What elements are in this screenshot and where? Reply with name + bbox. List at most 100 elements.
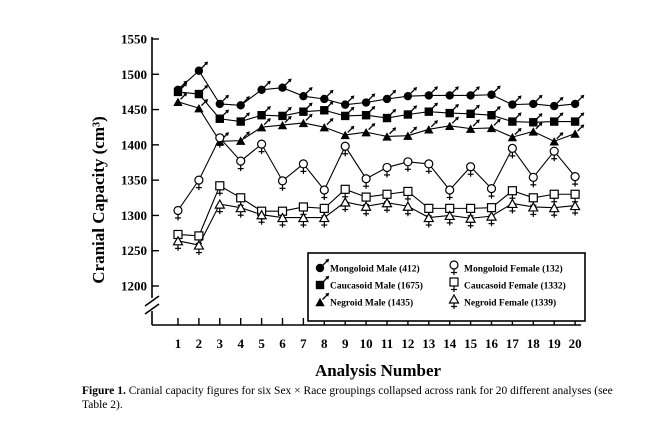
- female-marker: [236, 156, 246, 166]
- female-marker: [403, 157, 413, 167]
- female-marker: [173, 205, 183, 216]
- series-5: [173, 181, 580, 246]
- male-marker: [215, 114, 224, 123]
- male-marker: [236, 101, 245, 110]
- male-marker: [445, 91, 454, 100]
- male-marker: [570, 99, 580, 109]
- male-marker: [173, 97, 183, 107]
- series-layer: [172, 61, 585, 256]
- male-arrowhead: [245, 112, 250, 117]
- female-marker: [382, 189, 392, 199]
- male-arrowhead: [392, 127, 397, 132]
- x-tick-label: 3: [217, 336, 224, 351]
- female-marker: [361, 192, 371, 202]
- male-marker: [315, 263, 325, 273]
- male-marker: [173, 87, 183, 97]
- male-arrowhead: [204, 61, 209, 66]
- male-marker: [570, 129, 580, 138]
- male-arrowhead: [580, 124, 585, 129]
- male-arrowhead: [204, 84, 209, 89]
- female-marker: [298, 202, 308, 212]
- legend-entry: Mongoloid Male (412): [315, 258, 420, 275]
- series-6: [172, 196, 581, 256]
- male-arrowhead: [580, 94, 585, 99]
- male-arrowhead: [580, 112, 585, 117]
- series-1: [173, 61, 585, 111]
- male-marker: [256, 123, 267, 132]
- male-arrowhead: [475, 119, 480, 124]
- x-tick-label: 17: [506, 336, 520, 351]
- legend-entry: Mongoloid Female (132): [449, 260, 563, 275]
- male-marker: [361, 127, 371, 137]
- male-marker: [194, 103, 204, 113]
- male-arrowhead: [245, 131, 250, 136]
- female-marker: [319, 185, 329, 195]
- male-arrowhead: [325, 275, 330, 280]
- female-marker: [236, 193, 246, 203]
- male-marker: [487, 90, 496, 99]
- x-tick-label: 15: [464, 336, 478, 351]
- male-marker: [257, 111, 266, 120]
- female-marker: [257, 139, 267, 149]
- female-marker: [340, 184, 350, 194]
- male-marker: [382, 132, 392, 141]
- male-marker: [320, 94, 329, 104]
- series-line: [177, 101, 576, 142]
- series-3: [173, 92, 585, 146]
- female-marker: [449, 260, 459, 270]
- male-arrowhead: [371, 106, 376, 111]
- legend-entry: Negroid Female (1339): [448, 293, 556, 309]
- male-arrowhead: [266, 118, 271, 123]
- female-marker: [194, 175, 204, 185]
- figure-caption: Figure 1. Cranial capacity figures for s…: [82, 384, 622, 412]
- female-marker: [486, 203, 497, 213]
- male-marker: [257, 85, 266, 95]
- male-arrowhead: [183, 92, 188, 97]
- x-tick-label: 10: [360, 336, 373, 351]
- male-marker: [340, 130, 350, 140]
- male-marker: [403, 91, 413, 101]
- female-marker: [570, 172, 580, 182]
- female-marker: [486, 184, 497, 194]
- x-tick-label: 2: [196, 336, 203, 351]
- legend-label: Mongoloid Male (412): [330, 264, 420, 275]
- legend-entry: Caucasoid Male (1675): [315, 275, 423, 292]
- male-arrowhead: [308, 113, 313, 118]
- series-4: [173, 133, 580, 221]
- male-marker: [320, 106, 329, 115]
- male-arrowhead: [496, 85, 501, 90]
- male-marker: [507, 132, 518, 142]
- male-arrowhead: [266, 106, 271, 111]
- female-marker: [445, 185, 455, 195]
- male-arrowhead: [434, 102, 438, 107]
- x-tick-label: 20: [569, 336, 582, 351]
- female-marker: [424, 159, 434, 169]
- male-arrowhead: [245, 96, 250, 101]
- male-arrowhead: [371, 93, 376, 98]
- male-arrowhead: [517, 112, 522, 117]
- male-arrowhead: [329, 101, 334, 106]
- y-tick-label: 1350: [121, 173, 147, 188]
- male-arrowhead: [517, 95, 522, 100]
- legend-label: Caucasoid Female (1332): [464, 281, 566, 292]
- male-arrowhead: [350, 125, 355, 130]
- female-marker: [361, 174, 371, 184]
- male-arrowhead: [392, 89, 397, 94]
- male-marker: [278, 83, 287, 92]
- female-marker: [466, 162, 476, 172]
- male-marker: [315, 280, 325, 290]
- male-arrowhead: [266, 80, 271, 85]
- female-marker: [549, 189, 559, 199]
- x-tick-label: 16: [485, 336, 499, 351]
- male-marker: [445, 108, 454, 118]
- x-tick-label: 5: [258, 336, 265, 351]
- y-tick-label: 1500: [121, 67, 147, 82]
- legend-label: Mongoloid Female (132): [464, 264, 563, 275]
- male-marker: [299, 91, 308, 101]
- male-marker: [550, 117, 559, 126]
- male-marker: [529, 99, 538, 109]
- male-arrowhead: [225, 109, 229, 114]
- male-arrowhead: [413, 126, 418, 131]
- female-marker: [549, 146, 559, 156]
